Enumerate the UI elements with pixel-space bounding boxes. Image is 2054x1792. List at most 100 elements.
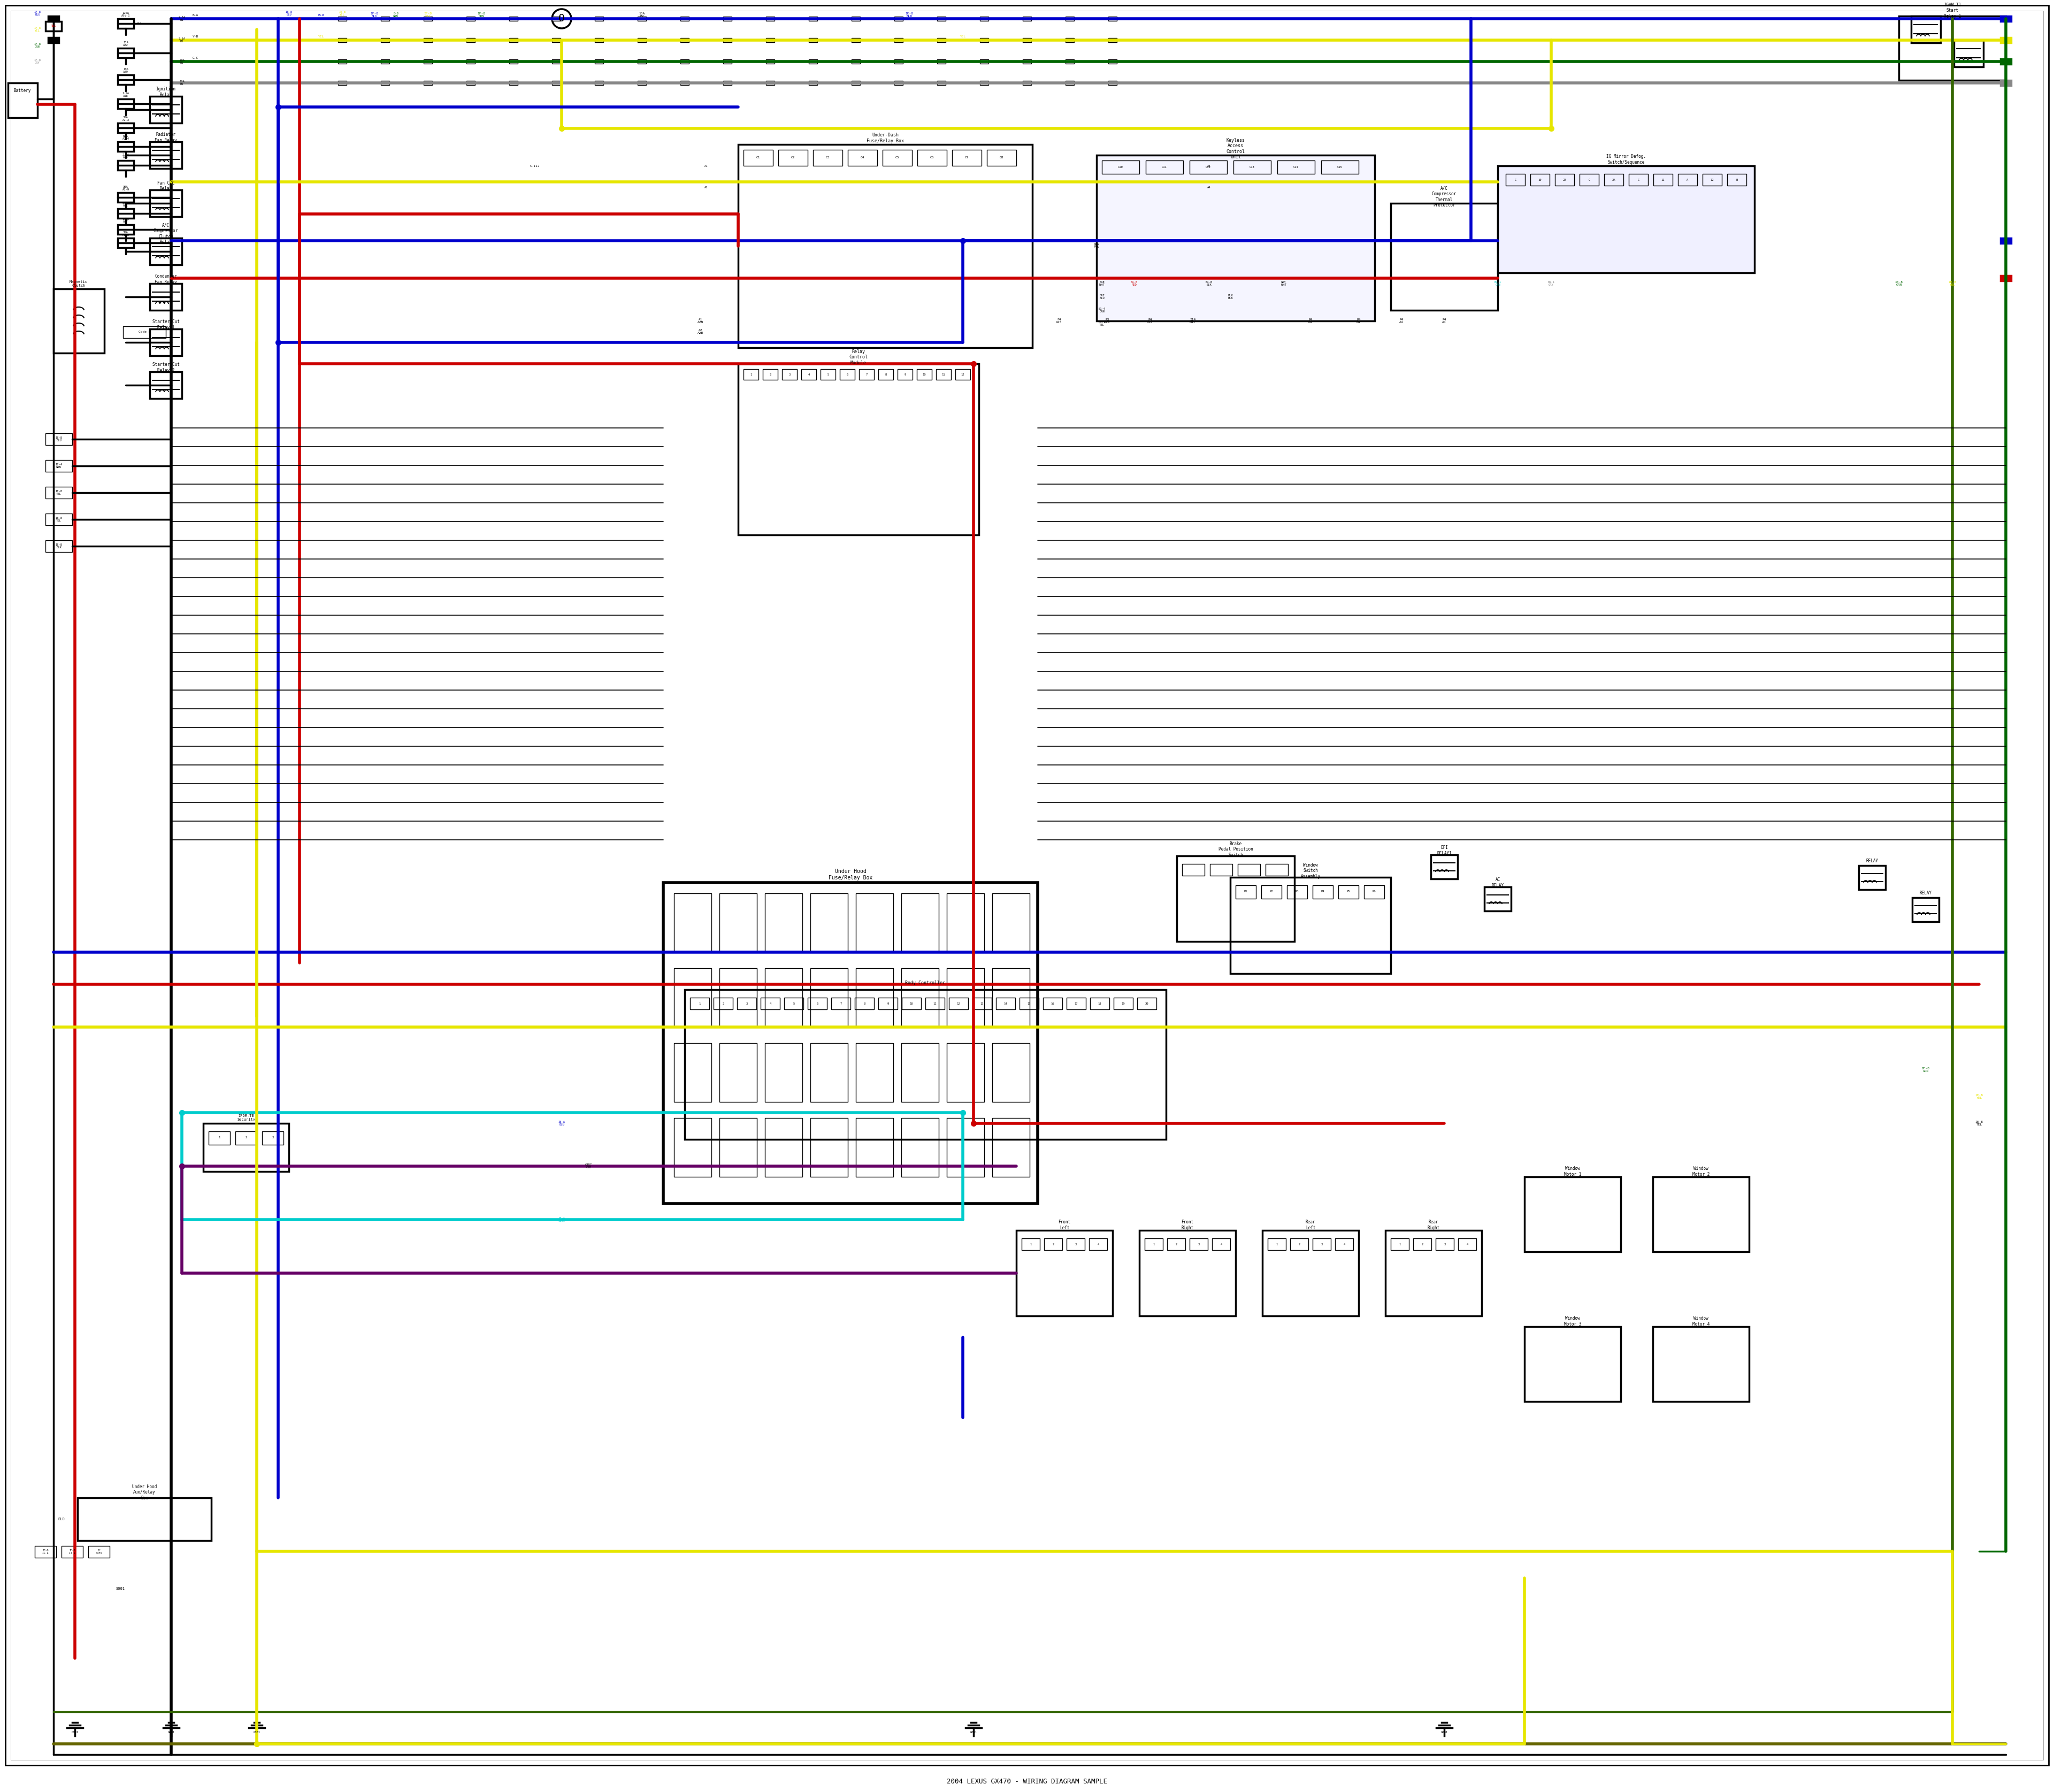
Text: 11: 11 [943, 373, 945, 376]
Bar [1288, 885, 1306, 898]
Bar [1267, 1238, 1286, 1251]
Bar [339, 16, 347, 22]
Text: A2
A2B: A2 A2B [698, 328, 705, 335]
Text: 10: 10 [1538, 179, 1543, 181]
Bar [117, 224, 134, 235]
Text: P2: P2 [1269, 891, 1273, 892]
Text: 2A: 2A [1612, 179, 1616, 181]
Bar [719, 1043, 756, 1102]
Bar [380, 81, 390, 84]
Bar [339, 81, 347, 84]
Bar [893, 16, 904, 22]
Bar [737, 998, 756, 1009]
Text: P1: P1 [1245, 891, 1247, 892]
Bar [1043, 1238, 1062, 1251]
Text: G001: G001 [253, 1731, 261, 1733]
Text: 10A
B1: 10A B1 [179, 59, 185, 65]
Bar [339, 38, 347, 43]
Bar [88, 1546, 109, 1557]
Bar [236, 1131, 257, 1145]
Text: IF-8
GRY: IF-8 GRY [35, 59, 41, 65]
Bar [1432, 855, 1458, 878]
Bar [1261, 885, 1282, 898]
Text: Radiator
Fan Relay: Radiator Fan Relay [154, 133, 177, 143]
Bar [840, 369, 854, 380]
Text: Starter Cut
Relay 1: Starter Cut Relay 1 [152, 319, 179, 330]
Bar [764, 968, 803, 1027]
Text: A1
A2N: A1 A2N [698, 317, 705, 324]
Bar [1524, 1177, 1621, 1253]
Bar [778, 151, 807, 167]
Bar [937, 59, 945, 65]
Bar [785, 998, 803, 1009]
Text: BRE
WHT: BRE WHT [1099, 281, 1105, 287]
Bar [2001, 81, 2011, 86]
Bar [674, 1118, 711, 1177]
Bar [713, 998, 733, 1009]
Text: IE-A
CLNI: IE-A CLNI [559, 1217, 565, 1222]
Bar [150, 97, 183, 124]
Text: IE-8
BLK: IE-8 BLK [55, 543, 62, 548]
Bar [1898, 16, 2007, 81]
Bar [1017, 1231, 1113, 1315]
Bar [263, 1131, 283, 1145]
Bar [809, 59, 817, 65]
Bar [879, 369, 893, 380]
Bar [902, 968, 939, 1027]
Bar [1023, 59, 1031, 65]
Bar [854, 998, 875, 1009]
Bar [680, 81, 688, 84]
Bar [1629, 174, 1647, 186]
Bar [117, 208, 134, 219]
Text: IE-8
IL L: IE-8 IL L [43, 1548, 49, 1555]
Bar [719, 968, 756, 1027]
Text: Relay
Control
Module: Relay Control Module [848, 349, 869, 366]
Bar [809, 16, 817, 22]
Bar [45, 514, 72, 525]
Text: F4
A25: F4 A25 [1056, 317, 1062, 324]
Text: C14: C14 [1294, 165, 1298, 168]
Text: IE-8
GRN: IE-8 GRN [1896, 281, 1902, 287]
Text: C4: C4 [861, 156, 865, 159]
Bar [423, 81, 431, 84]
Bar [1580, 174, 1598, 186]
Text: IF-8
GRN: IF-8 GRN [477, 13, 485, 18]
Bar [1023, 81, 1031, 84]
Bar [117, 99, 134, 109]
Text: 17: 17 [1074, 1002, 1078, 1005]
Bar [1101, 161, 1140, 174]
Bar [820, 369, 836, 380]
Text: ELD: ELD [58, 1518, 66, 1521]
Text: 1.5A
A18: 1.5A A18 [123, 91, 129, 97]
Bar [852, 59, 861, 65]
Bar [596, 81, 604, 84]
Text: A/C
Compressor
Clutch
Relay: A/C Compressor Clutch Relay [154, 222, 179, 244]
Bar [1210, 864, 1232, 876]
Text: Window
Switch
Assembly: Window Switch Assembly [1300, 864, 1321, 878]
Bar [1177, 857, 1294, 941]
Bar [1313, 885, 1333, 898]
Bar [766, 16, 774, 22]
Text: P5: P5 [1347, 891, 1349, 892]
Bar [553, 59, 561, 65]
Text: 2004 LEXUS GX470 - WIRING DIAGRAM SAMPLE: 2004 LEXUS GX470 - WIRING DIAGRAM SAMPLE [947, 1778, 1107, 1785]
Bar [766, 59, 774, 65]
Bar [509, 59, 518, 65]
Bar [466, 81, 474, 84]
Bar [1391, 202, 1497, 310]
Bar [150, 371, 183, 398]
Bar [992, 1043, 1029, 1102]
Bar [1364, 885, 1384, 898]
Bar [35, 1546, 55, 1557]
Bar [852, 16, 861, 22]
Bar [1530, 174, 1549, 186]
Bar [1436, 1238, 1454, 1251]
Text: P4
A4: P4 A4 [1356, 317, 1360, 324]
Text: 10: 10 [922, 373, 926, 376]
Text: Brake
Pedal Position
Switch: Brake Pedal Position Switch [1218, 842, 1253, 857]
Bar [1497, 167, 1754, 272]
Bar [848, 151, 877, 167]
Text: 18: 18 [1099, 1002, 1101, 1005]
Bar [2001, 276, 2011, 281]
Text: I14
A41: I14 A41 [1189, 317, 1195, 324]
